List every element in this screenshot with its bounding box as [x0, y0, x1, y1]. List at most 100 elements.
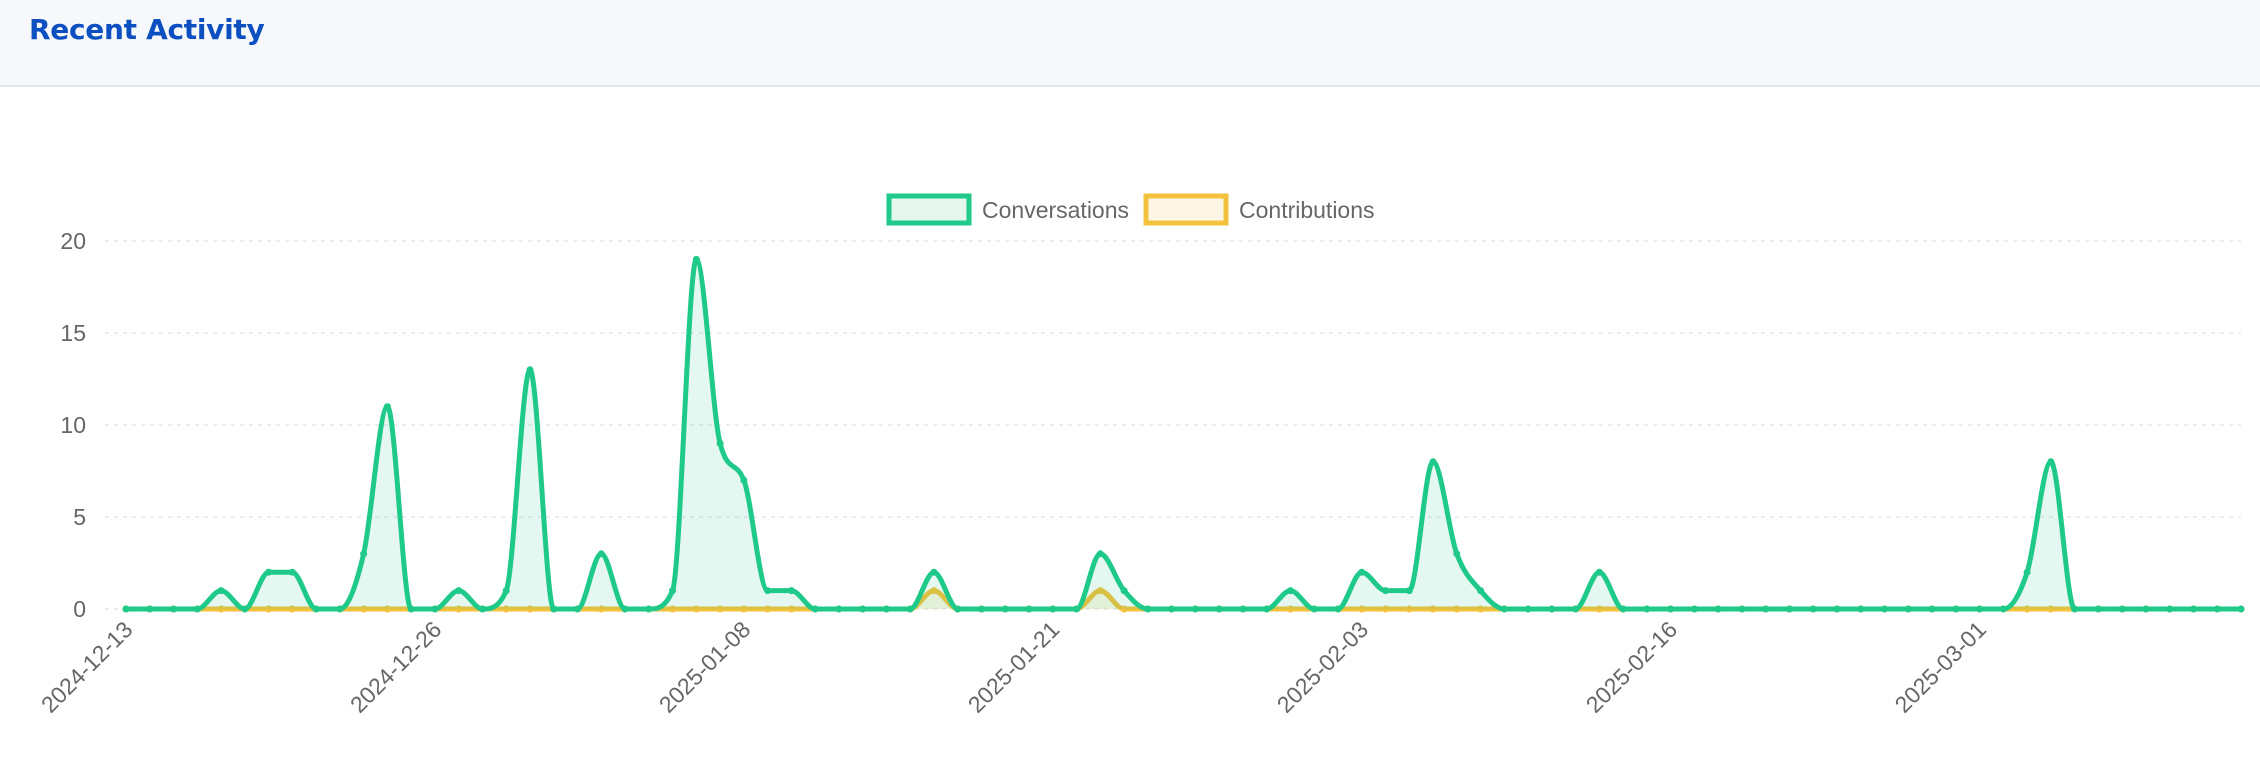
data-point [1785, 605, 1793, 613]
data-point [1881, 605, 1889, 613]
data-point [265, 568, 273, 576]
data-point [1263, 605, 1271, 613]
series-line [125, 256, 2241, 612]
data-point [764, 605, 772, 613]
data-point [1381, 587, 1389, 595]
data-point [1381, 605, 1389, 613]
data-point [1215, 605, 1223, 613]
data-point [1358, 568, 1366, 576]
data-point [312, 605, 320, 613]
data-point [1548, 605, 1556, 613]
data-point [692, 605, 700, 613]
data-point [2047, 458, 2055, 466]
data-point [2023, 568, 2031, 576]
data-point [1358, 605, 1366, 613]
data-point [1144, 605, 1152, 613]
data-point [526, 366, 534, 374]
data-point [1477, 605, 1485, 613]
data-point [692, 255, 700, 263]
data-point [1524, 605, 1532, 613]
data-point [1429, 605, 1437, 613]
data-point [2118, 605, 2126, 613]
data-point [1049, 605, 1057, 613]
data-point [1999, 605, 2007, 613]
data-point [2142, 605, 2150, 613]
data-point [1667, 605, 1675, 613]
data-point [241, 605, 249, 613]
y-tick-label: 15 [60, 320, 86, 346]
data-point [2047, 605, 2055, 613]
data-point [1619, 605, 1627, 613]
data-point [2166, 605, 2174, 613]
data-point [574, 605, 582, 613]
data-point [1904, 605, 1912, 613]
data-point [1429, 458, 1437, 466]
data-point [811, 605, 819, 613]
data-point [669, 605, 677, 613]
data-point [1453, 550, 1461, 558]
y-tick-label: 10 [60, 412, 86, 438]
data-point [1857, 605, 1865, 613]
data-point [360, 605, 368, 613]
data-point [1096, 550, 1104, 558]
data-point [597, 550, 605, 558]
data-point [526, 605, 534, 613]
data-point [170, 605, 178, 613]
data-point [1025, 605, 1033, 613]
data-point [407, 605, 415, 613]
data-point [882, 605, 890, 613]
data-point [383, 605, 391, 613]
data-point [906, 605, 914, 613]
x-tick-label: 2025-02-03 [1272, 616, 1374, 718]
data-point [1453, 605, 1461, 613]
data-point [2094, 605, 2102, 613]
series-conversations [122, 255, 2245, 613]
data-point [716, 439, 724, 447]
panel-header: Recent Activity [0, 0, 2260, 87]
data-point [502, 605, 510, 613]
data-point [2189, 605, 2197, 613]
legend-item: Conversations [886, 193, 1129, 226]
x-tick-label: 2025-01-21 [963, 616, 1065, 718]
data-point [1286, 587, 1294, 595]
data-point [835, 605, 843, 613]
data-point [1096, 587, 1104, 595]
data-point [954, 605, 962, 613]
data-point [1595, 568, 1603, 576]
data-point [1690, 605, 1698, 613]
data-point [146, 605, 154, 613]
legend-swatch [886, 193, 972, 226]
data-point [645, 605, 653, 613]
data-point [478, 605, 486, 613]
data-point [669, 587, 677, 595]
data-point [431, 605, 439, 613]
data-point [1952, 605, 1960, 613]
data-point [1405, 587, 1413, 595]
legend-item: Contributions [1143, 193, 1375, 226]
data-point [1405, 605, 1413, 613]
data-point [1334, 605, 1342, 613]
data-point [1001, 605, 1009, 613]
data-point [764, 587, 772, 595]
data-point [288, 605, 296, 613]
data-point [1120, 605, 1128, 613]
data-point [383, 403, 391, 411]
data-point [455, 587, 463, 595]
data-point [1572, 605, 1580, 613]
data-point [978, 605, 986, 613]
data-point [217, 605, 225, 613]
series-area [126, 259, 2241, 609]
panel-title: Recent Activity [29, 13, 265, 46]
data-point [930, 587, 938, 595]
data-point [288, 568, 296, 576]
data-point [1120, 587, 1128, 595]
data-point [502, 587, 510, 595]
data-point [1239, 605, 1247, 613]
data-point [1286, 605, 1294, 613]
y-tick-label: 5 [73, 504, 86, 530]
data-point [787, 605, 795, 613]
data-point [455, 605, 463, 613]
data-point [265, 605, 273, 613]
data-point [787, 587, 795, 595]
